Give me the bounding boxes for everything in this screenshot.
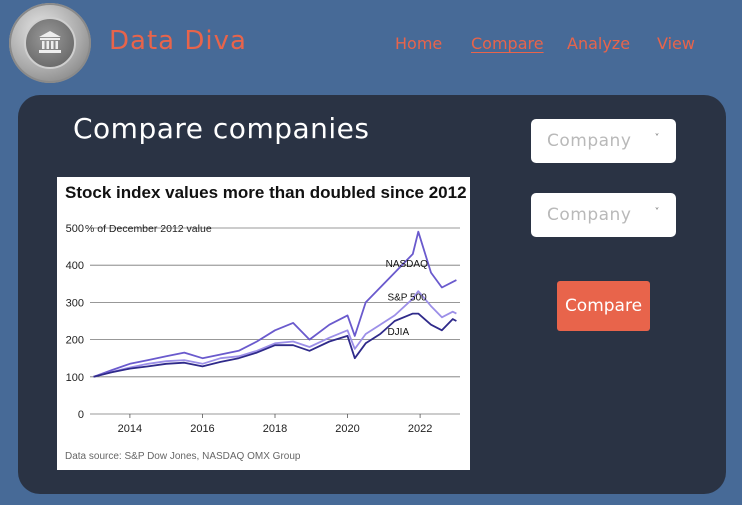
nav-analyze[interactable]: Analyze	[567, 34, 631, 53]
compare-button[interactable]: Compare	[557, 281, 650, 331]
x-tick-label: 2014	[118, 423, 142, 435]
series-line-s-p-500	[93, 290, 457, 378]
y-tick-label: 300	[66, 297, 84, 309]
x-tick-label: 2018	[263, 423, 287, 435]
x-tick-label: 2020	[335, 423, 359, 435]
chart-plot: 0 100 200 300 400 500% of December 2012 value…	[66, 223, 460, 435]
company-select-2[interactable]: Company ˅	[531, 193, 676, 237]
series-line-djia	[93, 312, 457, 378]
brand-name[interactable]: Data Diva	[109, 26, 247, 56]
company-select-2-placeholder: Company	[547, 205, 632, 225]
page-title: Compare companies	[73, 112, 370, 145]
chevron-down-icon: ˅	[654, 207, 660, 218]
series-label: DJIA	[387, 327, 409, 338]
nav-compare[interactable]: Compare	[471, 34, 544, 53]
logo-badge	[24, 17, 76, 69]
nav-view[interactable]: View	[657, 34, 695, 53]
y-tick-label: 100	[66, 372, 84, 384]
bank-building-icon	[39, 31, 61, 53]
company-select-1-placeholder: Company	[547, 131, 632, 151]
nav-home[interactable]: Home	[395, 34, 443, 53]
y-tick-label: 400	[66, 260, 84, 272]
chart-title: Stock index values more than doubled sin…	[65, 183, 467, 202]
series-label: S&P 500	[387, 293, 427, 304]
chevron-down-icon: ˅	[654, 133, 660, 144]
logo[interactable]	[9, 3, 91, 83]
y-tick-label: 500	[66, 223, 84, 235]
x-tick-label: 2022	[408, 423, 432, 435]
x-tick-label: 2016	[190, 423, 214, 435]
stock-index-chart: Stock index values more than doubled sin…	[57, 177, 470, 470]
y-axis-label: % of December 2012 value	[85, 223, 212, 235]
y-tick-label: 200	[66, 335, 84, 347]
chart-source: Data source: S&P Dow Jones, NASDAQ OMX G…	[65, 451, 301, 462]
y-tick-label: 0	[78, 409, 84, 421]
series-line-nasdaq	[93, 230, 457, 378]
series-label: NASDAQ	[386, 259, 428, 270]
company-select-1[interactable]: Company ˅	[531, 119, 676, 163]
